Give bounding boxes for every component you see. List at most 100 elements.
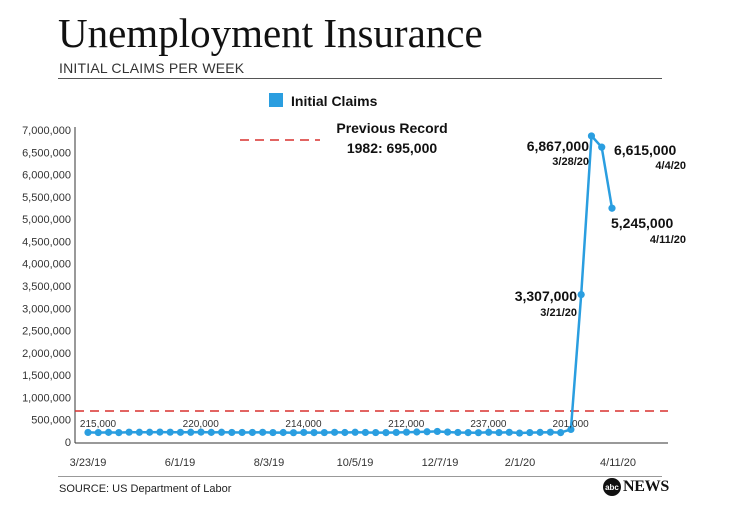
data-point [392,428,400,437]
data-point [320,428,328,437]
data-point [474,429,483,437]
x-tick-label: 10/5/19 [337,457,374,469]
data-label: 212,000 [388,419,425,430]
data-point [94,428,102,437]
abc-logo-circle: abc [603,478,621,496]
data-point [351,428,359,436]
data-point [515,429,524,437]
y-tick-label: 1,500,000 [22,370,71,382]
data-point [166,428,174,436]
data-label: 214,000 [285,419,322,430]
data-point [382,428,390,437]
callout-value: 6,867,000 [527,138,589,154]
callout-value: 6,615,000 [614,142,676,158]
data-point [587,132,596,140]
data-point [156,428,164,436]
data-point [289,429,298,437]
source-note: SOURCE: US Department of Labor [59,483,232,495]
data-point [217,428,226,436]
legend-swatch [269,93,283,107]
y-tick-label: 3,000,000 [22,303,71,315]
data-point [197,428,205,436]
previous-record-label: Previous Record [336,120,447,136]
data-point [228,428,236,437]
data-point [125,428,133,436]
data-point [464,429,472,437]
data-point [505,428,513,436]
callout-value: 5,245,000 [611,215,673,231]
data-point [485,428,493,436]
data-point [495,428,503,437]
callout-date: 3/21/20 [540,307,577,319]
y-tick-label: 6,000,000 [22,170,71,182]
x-tick-label: 8/3/19 [254,457,285,469]
x-tick-label: 4/11/20 [600,457,636,469]
data-point [207,428,215,436]
data-point [115,428,123,437]
data-point [526,428,534,437]
callout-date: 4/4/20 [655,160,686,172]
y-tick-label: 5,000,000 [22,214,71,226]
callout-value: 3,307,000 [515,288,577,304]
x-tick-label: 12/7/19 [422,457,459,469]
data-point [146,428,154,436]
y-tick-label: 2,500,000 [22,326,71,338]
callout-date: 4/11/20 [650,234,686,246]
callout-date: 3/28/20 [552,156,589,168]
chart-subtitle: INITIAL CLAIMS PER WEEK [59,60,245,76]
y-tick-label: 7,000,000 [22,125,71,137]
data-point [413,428,421,436]
data-point [259,428,267,436]
data-point [176,428,185,436]
data-point [279,428,287,437]
data-point [248,428,256,437]
data-point [269,428,277,437]
data-point [135,428,143,436]
title-divider [58,78,662,79]
abc-news-logo: abc NEWS [603,478,669,496]
data-point [300,428,308,437]
data-point [330,428,339,436]
data-point [238,428,246,437]
data-point [402,428,411,436]
data-point [567,425,575,434]
data-point [454,428,462,437]
y-tick-label: 4,000,000 [22,259,71,271]
data-point [577,291,585,299]
y-tick-label: 0 [65,437,71,449]
chart-title: Unemployment Insurance [58,10,483,56]
y-tick-label: 4,500,000 [22,236,71,248]
footer-divider [58,476,662,477]
y-tick-label: 1,000,000 [22,392,71,404]
previous-record-sublabel: 1982: 695,000 [347,140,438,156]
y-tick-label: 5,500,000 [22,192,71,204]
data-label: 237,000 [470,419,507,430]
data-point [84,428,92,437]
data-point [608,204,616,212]
y-tick-label: 2,000,000 [22,348,71,360]
data-label: 220,000 [183,419,220,430]
series-line-initial-claims [87,134,614,435]
x-tick-label: 2/1/20 [505,457,536,469]
data-point [341,428,349,437]
data-point [433,427,441,436]
data-point [187,428,195,436]
y-tick-label: 500,000 [31,415,71,427]
data-point [557,428,565,437]
news-logo-text: NEWS [623,478,669,495]
x-tick-label: 3/23/19 [70,457,107,469]
data-point [310,428,318,437]
data-point [444,428,452,436]
x-tick-label: 6/1/19 [165,457,196,469]
data-point [372,428,380,437]
data-point [361,428,370,437]
data-point [104,428,113,436]
y-tick-label: 6,500,000 [22,147,71,159]
legend-label: Initial Claims [291,93,378,109]
data-point [598,143,606,151]
data-point [546,428,554,436]
data-point [536,428,544,436]
data-label: 201,000 [553,419,590,430]
y-tick-label: 3,500,000 [22,281,71,293]
